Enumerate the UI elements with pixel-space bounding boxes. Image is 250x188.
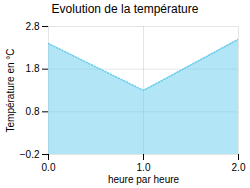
svg-text:1.8: 1.8: [26, 63, 40, 74]
svg-text:2.0: 2.0: [232, 162, 246, 173]
svg-text:−0.2: −0.2: [20, 149, 40, 160]
svg-text:heure par heure: heure par heure: [108, 174, 180, 185]
svg-text:Température en °C: Température en °C: [5, 48, 16, 132]
svg-text:2.8: 2.8: [26, 21, 40, 32]
svg-text:1.0: 1.0: [137, 162, 151, 173]
svg-text:0.0: 0.0: [42, 162, 56, 173]
html-text:Evolution de la température: Evolution de la température: [51, 2, 199, 16]
svg-text:0.8: 0.8: [26, 106, 40, 117]
